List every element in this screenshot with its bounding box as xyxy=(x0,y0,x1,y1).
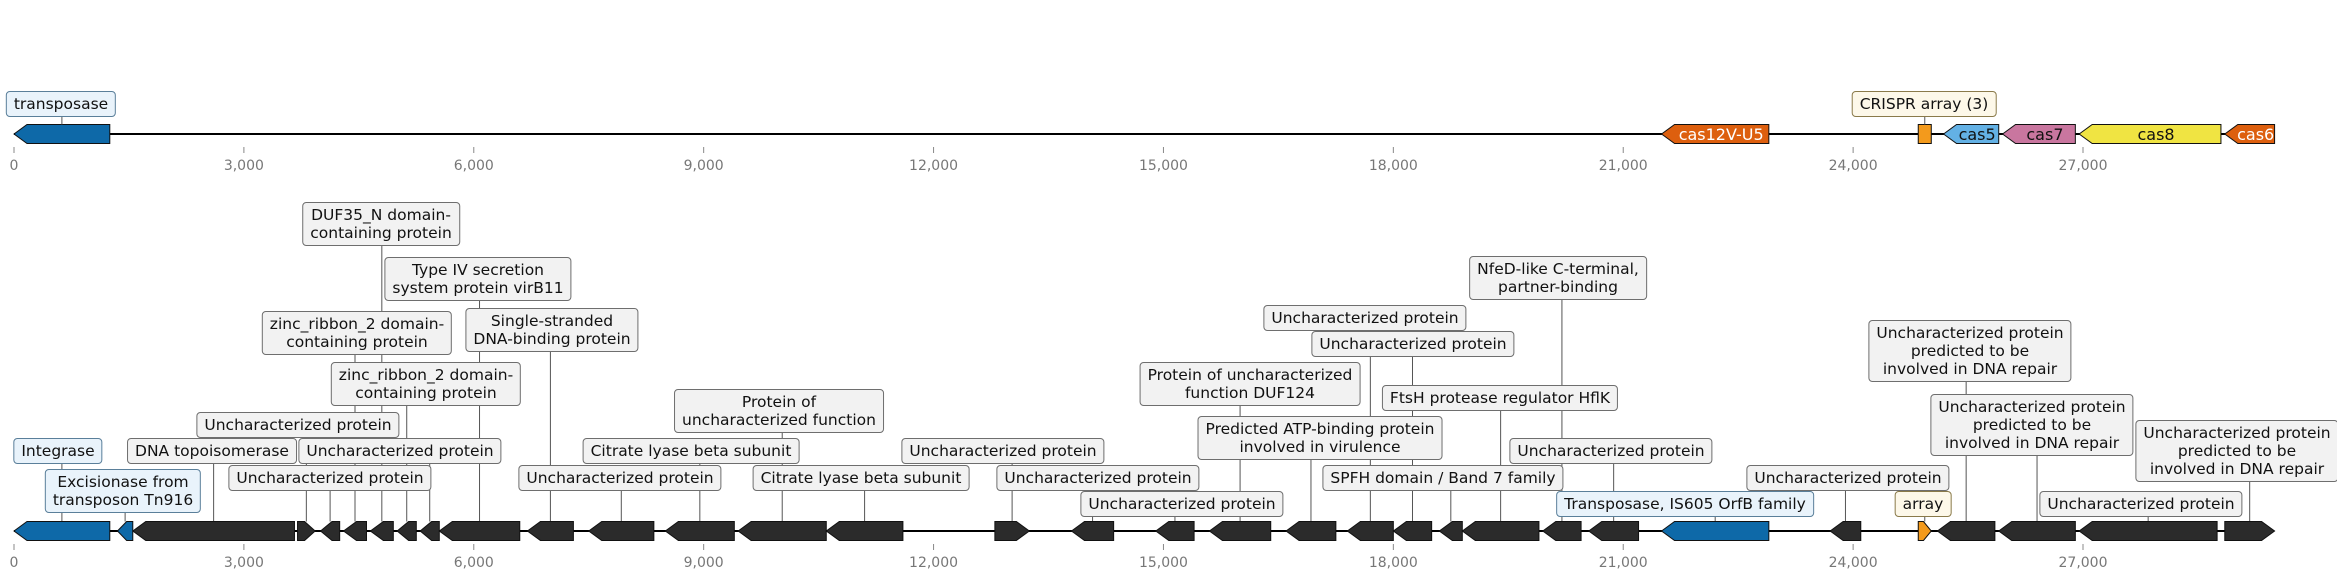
top-leaders xyxy=(61,104,1926,125)
gene-cas6 xyxy=(2223,124,2276,144)
gene-orf-9450 xyxy=(737,521,827,541)
gene-orf-4000 xyxy=(319,521,341,541)
gene-label-cas7: cas7 xyxy=(2026,125,2063,144)
gene-dna-topoisomerase xyxy=(131,521,295,541)
gene-cas5 xyxy=(1942,124,2000,144)
axis-tick-label: 15,000 xyxy=(1139,158,1188,174)
gene-orf-16600 xyxy=(1285,521,1337,541)
gene-orf-18900 xyxy=(1461,521,1540,541)
gene-integrase xyxy=(13,521,111,541)
axis-tick-label: 21,000 xyxy=(1599,158,1648,174)
axis-tick-label: 3,000 xyxy=(224,158,264,174)
gene-cas8 xyxy=(2078,124,2222,144)
gene-orf-18000 xyxy=(1392,521,1433,541)
gene-label-cas6: cas6 xyxy=(2237,125,2274,144)
gene-orf-7500 xyxy=(587,521,655,541)
gene-cas7 xyxy=(2001,124,2076,144)
gene-orf-25100 xyxy=(1936,521,1996,541)
gene-orf-5550 xyxy=(438,521,521,541)
axis-tick-label: 24,000 xyxy=(1829,555,1878,571)
gene-orf-4300 xyxy=(342,521,367,541)
gene-orf-13800 xyxy=(1070,521,1115,541)
axis-tick-label: 21,000 xyxy=(1599,555,1648,571)
gene-orf-5000 xyxy=(396,521,417,541)
axis-tick-label: 18,000 xyxy=(1369,158,1418,174)
gene-orf-26950 xyxy=(2078,521,2218,541)
axis-tick-label: 3,000 xyxy=(224,555,264,571)
gene-orf-14900 xyxy=(1154,521,1195,541)
bottom-leaders xyxy=(61,224,2251,522)
gene-label-cas8: cas8 xyxy=(2137,125,2174,144)
axis-tick-label: 6,000 xyxy=(454,158,494,174)
gene-orf-8500 xyxy=(664,521,735,541)
gene-orf-3700 xyxy=(297,521,316,541)
top-genes: cas12V-U5 cas5 cas7 cas8 cas6 xyxy=(13,124,2276,144)
gene-orf-25900 xyxy=(1997,521,2076,541)
gene-orf-15600 xyxy=(1208,521,1272,541)
axis-tick-label: 15,000 xyxy=(1139,555,1188,571)
gene-label-cas12V-U5: cas12V-U5 xyxy=(1679,125,1764,144)
gene-orf-5300 xyxy=(419,521,440,541)
gene-orf-6700 xyxy=(526,521,574,541)
bottom-axis: 0 3,000 6,000 9,000 12,000 15,000 18,000 21,000… xyxy=(10,544,2108,571)
gene-orf-10600 xyxy=(825,521,904,541)
gene-cas12V-U5 xyxy=(1660,124,1770,144)
gene-transposase-is605 xyxy=(1660,521,1770,541)
gene-orf-12800 xyxy=(994,521,1031,541)
gene-orf-20550 xyxy=(1587,521,1640,541)
axis-tick-label: 18,000 xyxy=(1369,555,1418,571)
bottom-genes xyxy=(13,521,2276,541)
axis-tick-label: 12,000 xyxy=(909,158,958,174)
gene-orf-17400 xyxy=(1346,521,1394,541)
top-track: cas12V-U5 cas5 cas7 cas8 cas6 0 3,000 6,000 9,0… xyxy=(10,104,2276,174)
axis-tick-label: 6,000 xyxy=(454,555,494,571)
gene-orf-23700 xyxy=(1829,521,1862,541)
axis-tick-label: 9,000 xyxy=(684,158,724,174)
axis-tick-label: 12,000 xyxy=(909,555,958,571)
axis-tick-label: 24,000 xyxy=(1829,158,1878,174)
axis-tick-label: 27,000 xyxy=(2059,555,2108,571)
axis-tick-label: 0 xyxy=(10,555,19,571)
gene-label-cas5: cas5 xyxy=(1959,125,1996,144)
gene-orf-4650 xyxy=(369,521,394,541)
gene-orf-18600 xyxy=(1438,521,1463,541)
bottom-track: 0 3,000 6,000 9,000 12,000 15,000 18,000 21,000… xyxy=(10,224,2276,571)
top-axis: 0 3,000 6,000 9,000 12,000 15,000 18,000 21,000… xyxy=(10,147,2108,174)
axis-tick-label: 0 xyxy=(10,158,19,174)
gene-orf-19950 xyxy=(1541,521,1582,541)
axis-tick-label: 27,000 xyxy=(2059,158,2108,174)
gene-CRISPR-array xyxy=(1917,124,1932,144)
gene-excisionase xyxy=(116,521,134,541)
gene-orf-28850 xyxy=(2224,521,2276,541)
gene-array xyxy=(1917,521,1932,541)
axis-tick-label: 9,000 xyxy=(684,555,724,571)
gene-transposase xyxy=(13,124,111,144)
